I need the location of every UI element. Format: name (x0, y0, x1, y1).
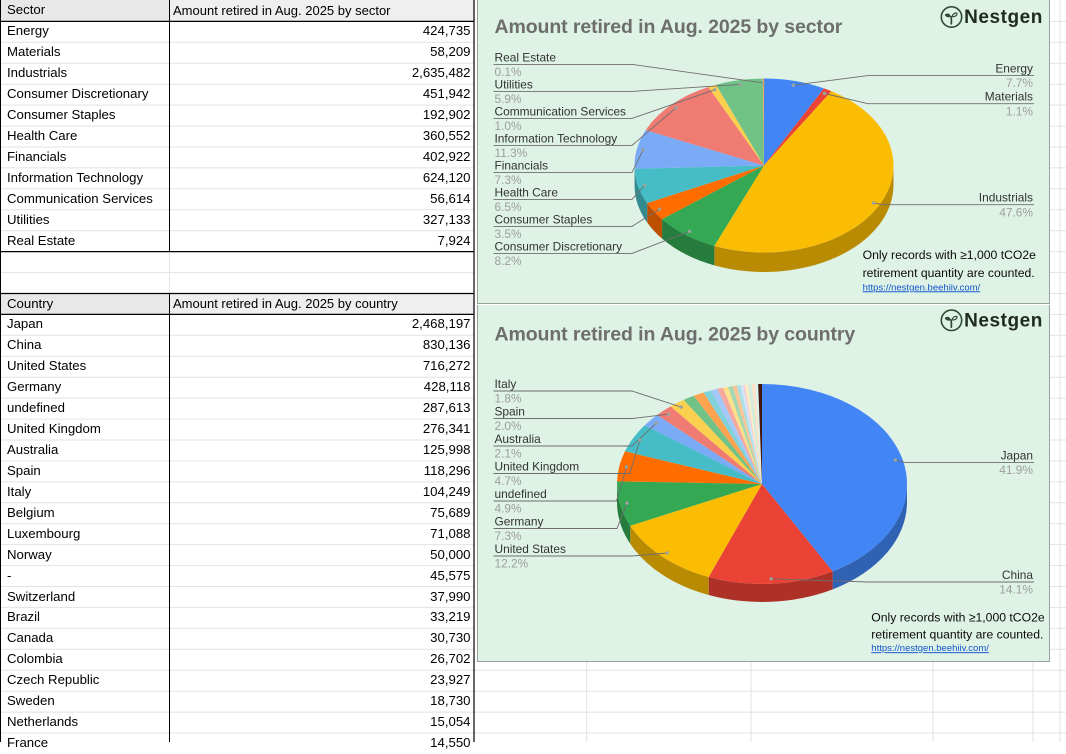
svg-text:7.3%: 7.3% (495, 529, 523, 543)
svg-text:United Kingdom: United Kingdom (495, 460, 580, 474)
svg-text:1.8%: 1.8% (495, 392, 523, 406)
svg-text:Japan: Japan (1001, 449, 1033, 463)
svg-text:Only records with ≥1,000 tCO2e: Only records with ≥1,000 tCO2e (871, 611, 1045, 625)
svg-text:https://nestgen.beehiiv.com/: https://nestgen.beehiiv.com/ (871, 643, 989, 654)
svg-text:Amount retired in Aug. 2025 by: Amount retired in Aug. 2025 by country (495, 323, 856, 345)
svg-text:Consumer Staples: Consumer Staples (495, 212, 593, 226)
svg-text:Health Care: Health Care (495, 185, 559, 199)
svg-text:3.5%: 3.5% (495, 227, 523, 241)
svg-text:Communication Services: Communication Services (495, 104, 627, 118)
svg-text:4.7%: 4.7% (495, 474, 523, 488)
svg-text:1.0%: 1.0% (495, 119, 523, 133)
svg-text:Energy: Energy (995, 62, 1033, 76)
svg-text:47.6%: 47.6% (999, 205, 1033, 219)
svg-text:7.7%: 7.7% (1006, 76, 1034, 90)
svg-text:41.9%: 41.9% (999, 463, 1033, 477)
svg-text:Real Estate: Real Estate (495, 50, 557, 64)
svg-text:undefined: undefined (495, 487, 547, 501)
svg-text:retirement quantity are counte: retirement quantity are counted. (871, 627, 1043, 641)
svg-text:Utilities: Utilities (495, 77, 533, 91)
svg-text:United States: United States (495, 542, 566, 556)
svg-text:8.2%: 8.2% (495, 254, 523, 268)
svg-text:Nestgen: Nestgen (964, 7, 1043, 28)
svg-text:5.9%: 5.9% (495, 92, 523, 106)
svg-text:Industrials: Industrials (979, 191, 1033, 205)
svg-text:12.2%: 12.2% (495, 557, 529, 571)
svg-text:China: China (1002, 568, 1033, 582)
svg-text:4.9%: 4.9% (495, 502, 523, 516)
svg-text:6.5%: 6.5% (495, 200, 523, 214)
svg-text:Financials: Financials (495, 158, 549, 172)
svg-text:Italy: Italy (495, 377, 517, 391)
svg-text:Consumer Discretionary: Consumer Discretionary (495, 239, 623, 253)
svg-text:Germany: Germany (495, 515, 544, 529)
svg-text:Only records with ≥1,000 tCO2e: Only records with ≥1,000 tCO2e (863, 248, 1037, 262)
svg-text:14.1%: 14.1% (999, 583, 1033, 597)
svg-text:Information Technology: Information Technology (495, 131, 618, 145)
svg-text:0.1%: 0.1% (495, 65, 523, 79)
svg-text:2.0%: 2.0% (495, 419, 523, 433)
svg-text:2.1%: 2.1% (495, 447, 523, 461)
svg-text:https://nestgen.beehiiv.com/: https://nestgen.beehiiv.com/ (863, 282, 981, 293)
svg-text:1.1%: 1.1% (1006, 104, 1034, 118)
svg-text:Nestgen: Nestgen (964, 310, 1043, 331)
svg-text:Spain: Spain (495, 405, 525, 419)
svg-text:Materials: Materials (985, 90, 1033, 104)
svg-text:11.3%: 11.3% (495, 146, 528, 160)
svg-text:7.3%: 7.3% (495, 173, 523, 187)
svg-text:retirement quantity are counte: retirement quantity are counted. (863, 266, 1035, 280)
svg-text:Australia: Australia (495, 432, 542, 446)
svg-text:Amount retired in Aug. 2025 by: Amount retired in Aug. 2025 by sector (495, 16, 843, 38)
